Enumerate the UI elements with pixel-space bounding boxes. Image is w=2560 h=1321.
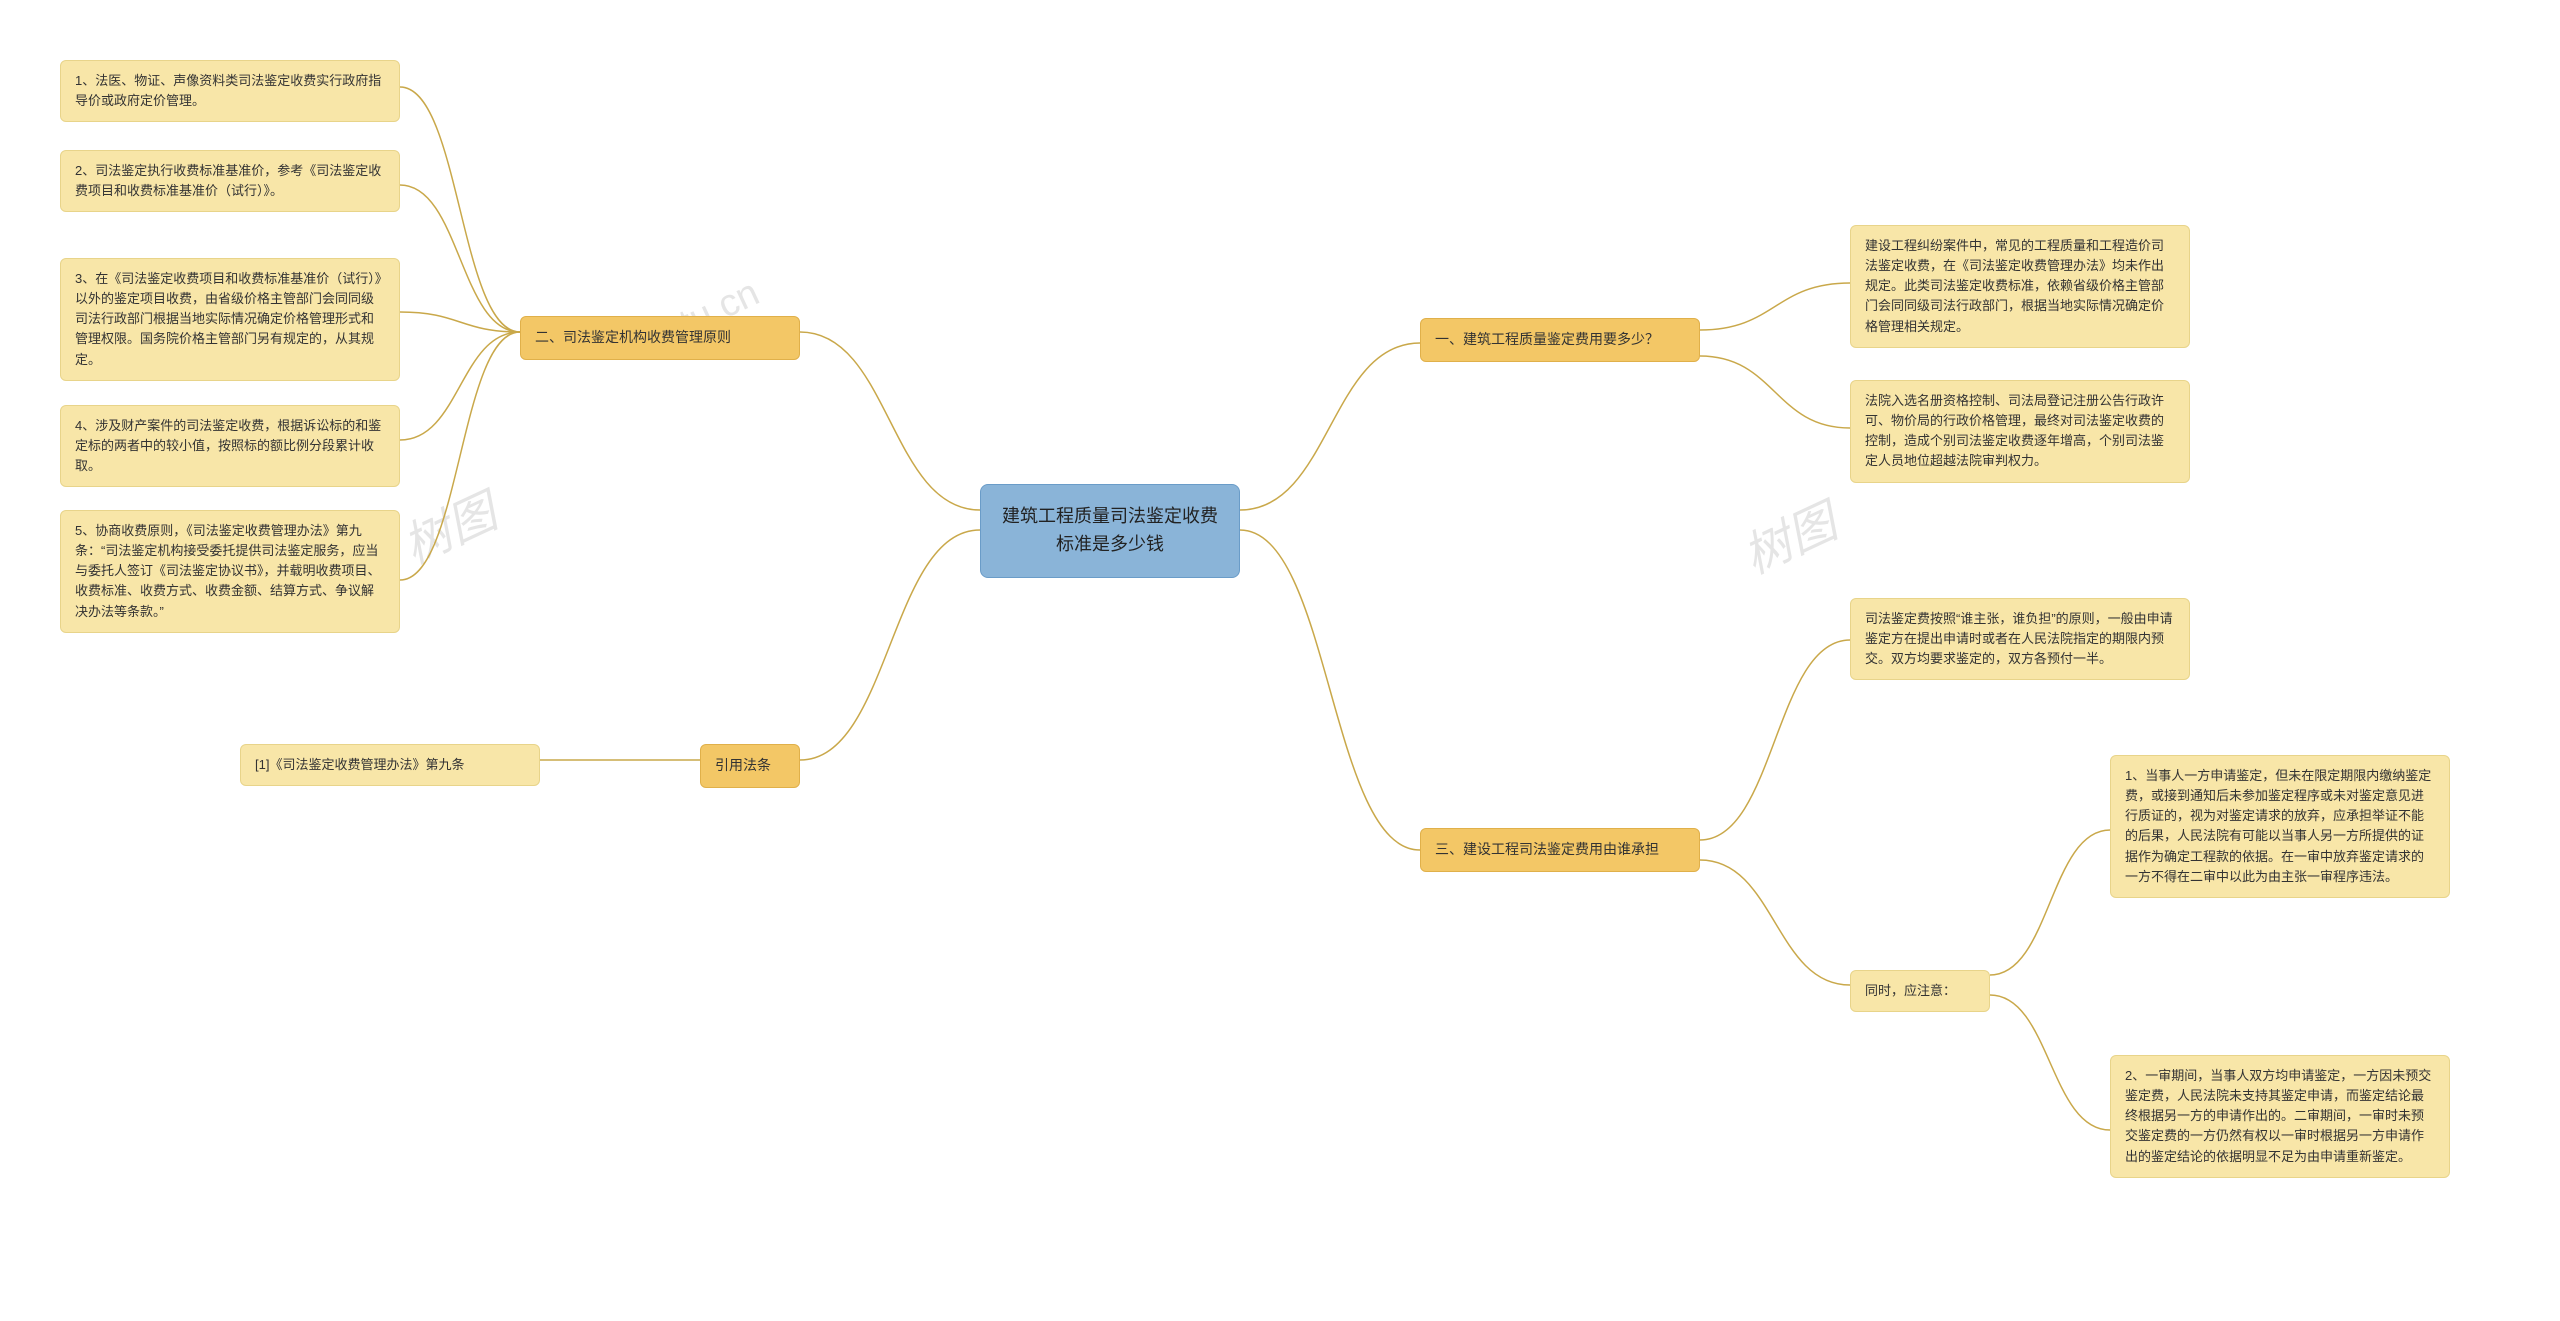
branch-node-2[interactable]: 二、司法鉴定机构收费管理原则 — [520, 316, 800, 360]
root-node[interactable]: 建筑工程质量司法鉴定收费标准是多少钱 — [980, 484, 1240, 578]
leaf-node: [1]《司法鉴定收费管理办法》第九条 — [240, 744, 540, 786]
branch-node-3[interactable]: 三、建设工程司法鉴定费用由谁承担 — [1420, 828, 1700, 872]
subbranch-node[interactable]: 同时，应注意： — [1850, 970, 1990, 1012]
leaf-node: 建设工程纠纷案件中，常见的工程质量和工程造价司法鉴定收费，在《司法鉴定收费管理办… — [1850, 225, 2190, 348]
leaf-node: 2、一审期间，当事人双方均申请鉴定，一方因未预交鉴定费，人民法院未支持其鉴定申请… — [2110, 1055, 2450, 1178]
leaf-node: 5、协商收费原则，《司法鉴定收费管理办法》第九条：“司法鉴定机构接受委托提供司法… — [60, 510, 400, 633]
leaf-node: 法院入选名册资格控制、司法局登记注册公告行政许可、物价局的行政价格管理，最终对司… — [1850, 380, 2190, 483]
branch-node-1[interactable]: 一、建筑工程质量鉴定费用要多少？ — [1420, 318, 1700, 362]
branch-node-ref[interactable]: 引用法条 — [700, 744, 800, 788]
leaf-node: 司法鉴定费按照“谁主张，谁负担”的原则，一般由申请鉴定方在提出申请时或者在人民法… — [1850, 598, 2190, 680]
leaf-node: 1、法医、物证、声像资料类司法鉴定收费实行政府指导价或政府定价管理。 — [60, 60, 400, 122]
leaf-node: 2、司法鉴定执行收费标准基准价，参考《司法鉴定收费项目和收费标准基准价（试行）》… — [60, 150, 400, 212]
watermark-text: 树图 — [390, 473, 507, 577]
leaf-node: 1、当事人一方申请鉴定，但未在限定期限内缴纳鉴定费，或接到通知后未参加鉴定程序或… — [2110, 755, 2450, 898]
leaf-node: 3、在《司法鉴定收费项目和收费标准基准价（试行）》以外的鉴定项目收费，由省级价格… — [60, 258, 400, 381]
watermark-text: 树图 — [1730, 483, 1847, 587]
leaf-node: 4、涉及财产案件的司法鉴定收费，根据诉讼标的和鉴定标的两者中的较小值，按照标的额… — [60, 405, 400, 487]
